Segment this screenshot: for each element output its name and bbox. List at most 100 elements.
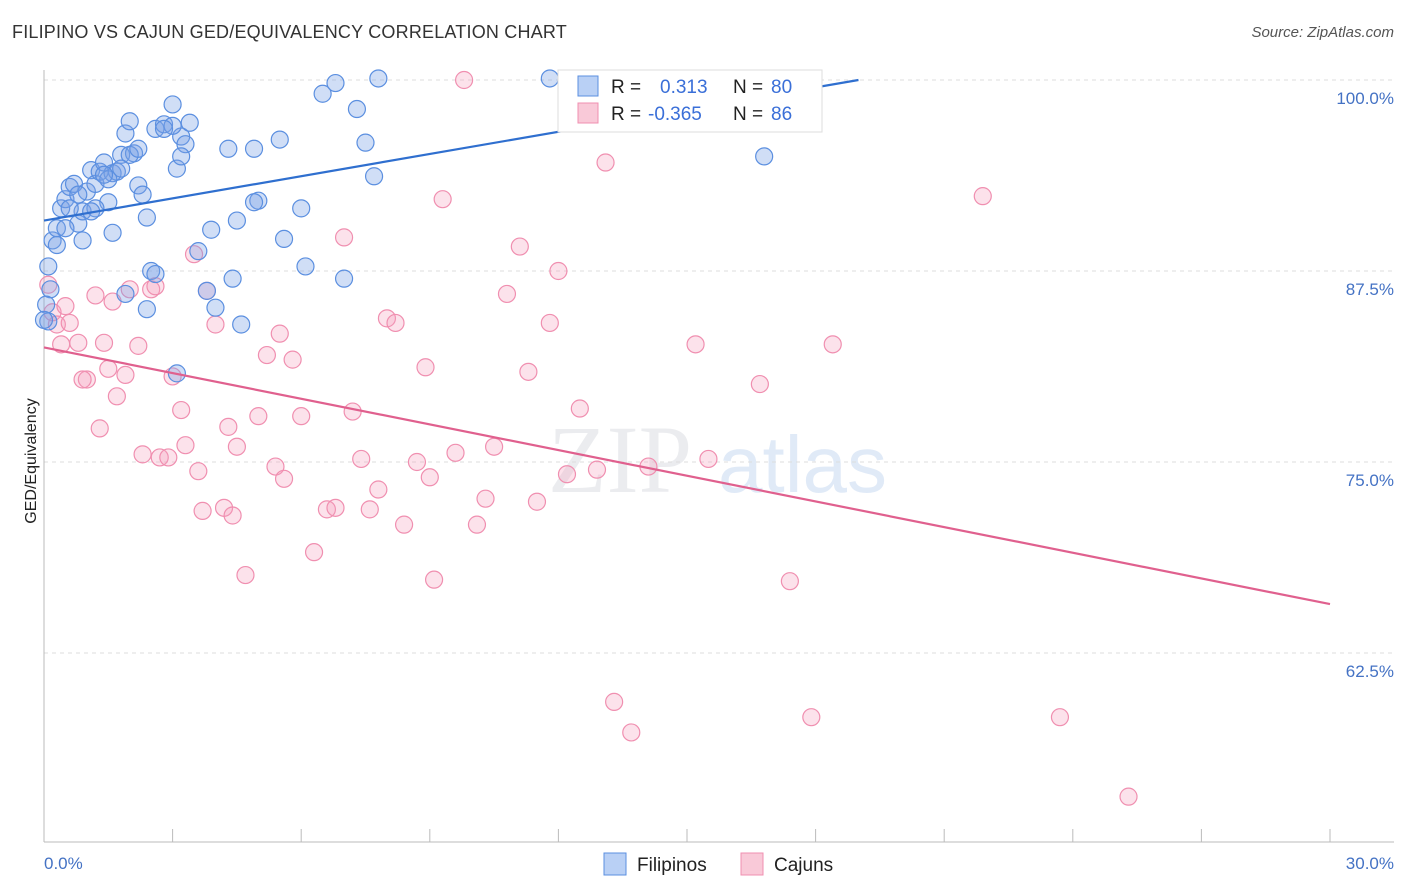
y-tick-labels: 100.0% 87.5% 75.0% 62.5% bbox=[1336, 89, 1394, 681]
legend-r-value-2: -0.365 bbox=[648, 104, 702, 125]
cajun-point-47 bbox=[407, 452, 427, 472]
cajun-point-45 bbox=[386, 313, 405, 333]
cajun-point-8 bbox=[86, 286, 105, 305]
cajun-point-71 bbox=[780, 572, 799, 591]
filipino-point-49 bbox=[364, 167, 384, 186]
cajun-point-69 bbox=[699, 449, 718, 469]
y-tick-label-1: 87.5% bbox=[1346, 280, 1394, 299]
cajun-point-30 bbox=[236, 565, 255, 585]
cajun-point-72 bbox=[802, 708, 821, 727]
filipino-point-35 bbox=[227, 211, 246, 230]
cajun-point-59 bbox=[527, 492, 547, 511]
bottom-legend-swatch-cajuns bbox=[740, 852, 764, 876]
cajun-point-5 bbox=[60, 313, 79, 333]
legend-r-label-2: R = bbox=[611, 104, 641, 125]
cajun-point-48 bbox=[416, 358, 435, 377]
cajun-point-68 bbox=[686, 335, 705, 354]
cajun-point-73 bbox=[823, 335, 842, 354]
cajun-point-81 bbox=[420, 468, 439, 487]
cajun-point-36 bbox=[292, 407, 311, 426]
cajun-point-28 bbox=[219, 417, 238, 436]
cajun-point-78 bbox=[223, 506, 242, 525]
cajun-point-70 bbox=[750, 374, 769, 394]
cajun-point-75 bbox=[1050, 708, 1070, 727]
cajun-point-56 bbox=[497, 284, 517, 304]
cajun-point-12 bbox=[107, 387, 126, 406]
cajun-point-82 bbox=[549, 261, 568, 281]
watermark-zip: ZIP bbox=[548, 406, 692, 513]
cajun-point-22 bbox=[176, 436, 195, 455]
filipino-point-76 bbox=[154, 119, 174, 138]
filipino-point-52 bbox=[755, 147, 774, 166]
cajun-point-29 bbox=[227, 437, 246, 456]
stats-legend-box bbox=[557, 69, 823, 133]
legend-swatch-pink bbox=[577, 102, 599, 124]
filipino-point-38 bbox=[244, 139, 264, 158]
filipino-point-30 bbox=[189, 242, 208, 261]
filipino-point-75 bbox=[180, 113, 199, 132]
legend-r-label-1: R = bbox=[611, 77, 641, 98]
filipino-point-54 bbox=[116, 284, 135, 304]
filipino-point-42 bbox=[292, 199, 311, 218]
filipino-point-33 bbox=[206, 298, 225, 317]
cajun-point-4 bbox=[56, 297, 75, 316]
filipino-point-62 bbox=[37, 295, 56, 314]
filipino-point-60 bbox=[39, 257, 58, 276]
cajun-point-83 bbox=[94, 333, 114, 352]
cajun-point-24 bbox=[189, 462, 208, 481]
cajun-point-55 bbox=[485, 437, 504, 456]
cajun-point-16 bbox=[133, 445, 152, 464]
cajun-point-43 bbox=[369, 480, 388, 499]
cajun-point-37 bbox=[304, 543, 324, 562]
cajun-point-84 bbox=[73, 370, 92, 389]
cajun-point-13 bbox=[116, 365, 135, 385]
filipino-point-71 bbox=[172, 147, 191, 166]
cajun-point-77 bbox=[193, 501, 212, 520]
cajun-point-54 bbox=[476, 489, 495, 508]
filipino-point-36 bbox=[232, 315, 251, 334]
filipino-point-32 bbox=[202, 220, 221, 239]
legend-n-value-1: 80 bbox=[771, 77, 792, 98]
filipino-point-19 bbox=[120, 112, 139, 131]
filipino-point-23 bbox=[137, 208, 156, 227]
filipino-point-63 bbox=[34, 310, 54, 329]
cajun-point-21 bbox=[172, 400, 191, 420]
x-tick-label-max: 30.0% bbox=[1346, 854, 1394, 873]
cajun-point-41 bbox=[352, 449, 371, 469]
filipino-point-58 bbox=[103, 223, 122, 242]
cajun-point-39 bbox=[334, 228, 354, 247]
filipino-point-34 bbox=[223, 269, 242, 288]
cajun-point-34 bbox=[274, 469, 294, 488]
cajun-point-53 bbox=[467, 515, 487, 534]
cajun-point-10 bbox=[99, 359, 118, 378]
cajun-point-60 bbox=[540, 313, 559, 333]
filipino-point-45 bbox=[326, 73, 345, 93]
cajun-point-19 bbox=[159, 448, 178, 467]
filipino-point-26 bbox=[163, 95, 182, 114]
cajun-point-74 bbox=[973, 187, 992, 206]
filipino-point-47 bbox=[347, 99, 367, 119]
watermark-atlas: atlas bbox=[718, 420, 887, 509]
cajun-point-6 bbox=[69, 333, 88, 352]
filipino-point-72 bbox=[244, 193, 264, 212]
series-cajuns bbox=[39, 70, 1138, 806]
bottom-legend-swatch-filipinos bbox=[603, 852, 627, 876]
cajun-point-15 bbox=[129, 336, 148, 355]
filipino-point-46 bbox=[334, 269, 354, 288]
cajun-point-42 bbox=[360, 500, 379, 519]
stats-legend: R = 0.313 N = 80 R = -0.365 N = 86 bbox=[557, 69, 823, 133]
filipino-point-57 bbox=[146, 264, 165, 284]
filipino-point-22 bbox=[133, 185, 152, 204]
cajun-point-65 bbox=[605, 692, 624, 711]
cajun-point-32 bbox=[257, 345, 277, 365]
filipino-point-50 bbox=[369, 69, 388, 88]
cajun-point-44 bbox=[377, 309, 397, 328]
cajun-point-63 bbox=[587, 460, 607, 479]
series-filipinos bbox=[34, 69, 774, 383]
cajun-point-80 bbox=[326, 498, 345, 517]
cajun-point-51 bbox=[446, 443, 465, 462]
cajun-point-57 bbox=[510, 237, 529, 256]
axes bbox=[43, 70, 1394, 843]
filipino-point-79 bbox=[112, 159, 131, 178]
